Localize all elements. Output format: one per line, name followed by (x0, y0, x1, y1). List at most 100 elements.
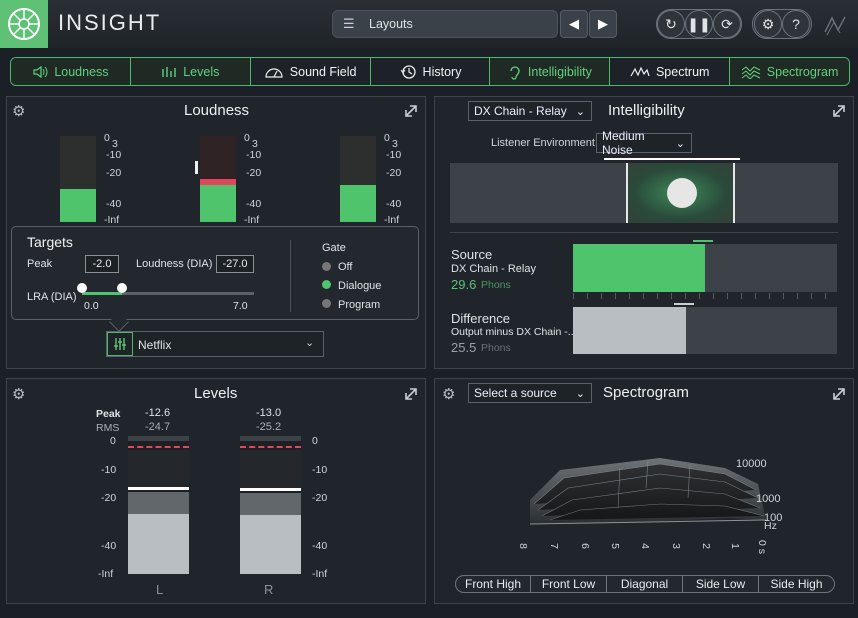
tab-levels[interactable]: Levels (130, 58, 251, 85)
reset-button[interactable]: ↻ (657, 10, 685, 38)
peak-target-input[interactable]: -2.0 (85, 255, 119, 273)
lra-max-handle[interactable] (117, 283, 127, 293)
layouts-label: Layouts (369, 17, 413, 31)
levels-title: Levels (194, 385, 238, 402)
spectrogram-gear-icon[interactable]: ⚙ (442, 386, 456, 403)
sliders-icon (114, 338, 126, 350)
sound-field-icon (265, 67, 283, 78)
view-side-high-button[interactable]: Side High (759, 575, 835, 593)
difference-value: 25.5 (451, 340, 477, 355)
lra-min-handle[interactable] (77, 283, 87, 293)
tab-spectrum[interactable]: Spectrum (610, 58, 731, 85)
loudness-target-input[interactable]: -27.0 (216, 255, 254, 273)
scale-label: 0 (110, 435, 116, 447)
difference-marker (674, 303, 694, 305)
left-rms-value: -24.7 (145, 421, 171, 433)
left-level-meter (128, 436, 189, 574)
intelligibility-position-dot (667, 178, 697, 208)
time-label: 2 (699, 543, 712, 549)
time-label: 0 s (756, 539, 769, 555)
scale-label: -Inf (384, 214, 400, 226)
tab-history[interactable]: History (370, 58, 491, 85)
reset-icon: ↻ (665, 15, 677, 32)
next-layout-button[interactable]: ▶ (589, 10, 617, 38)
gate-program-label: Program (338, 299, 381, 311)
scale-label: -Inf (244, 214, 260, 226)
loudness-meter-3-fill (340, 185, 376, 222)
module-tabs: Loudness Levels Sound Field History Inte… (10, 57, 850, 86)
listener-env-dropdown[interactable]: Medium Noise ⌄ (596, 129, 692, 157)
scale-label: -20 (106, 167, 122, 179)
gate-off-radio[interactable] (322, 262, 331, 271)
loudness-meter-2-peak (200, 179, 236, 185)
settings-button[interactable]: ⚙ (754, 10, 782, 38)
tab-sound-field[interactable]: Sound Field (250, 58, 371, 85)
left-channel-label: L (156, 582, 164, 597)
spectrum-icon (630, 66, 650, 76)
spectrogram-source-label: Select a source (474, 386, 557, 400)
question-icon: ? (792, 16, 800, 32)
intelligibility-expand-icon[interactable] (832, 104, 846, 118)
lra-max-value: 7.0 (233, 300, 248, 312)
loudness-gear-icon[interactable]: ⚙ (12, 103, 26, 120)
view-front-high-button[interactable]: Front High (455, 575, 531, 593)
loudness-meter-1-fill (60, 189, 96, 222)
layouts-dropdown[interactable]: ☰ Layouts (332, 10, 558, 38)
source-heading: Source (451, 247, 493, 262)
scale-label: -Inf (104, 214, 120, 226)
view-front-low-button[interactable]: Front Low (531, 575, 607, 593)
spectrogram-title: Spectrogram (603, 384, 689, 401)
scale-label: -20 (312, 492, 328, 504)
time-label: 8 (516, 543, 529, 549)
spectrogram-icon (741, 65, 761, 79)
scale-label: -Inf (312, 568, 328, 580)
difference-name: Output minus DX Chain -... (451, 326, 577, 338)
spectrogram-3d-view (529, 458, 767, 525)
time-label: 3 (669, 543, 682, 549)
preset-targets-button[interactable] (107, 332, 133, 356)
left-peak-value: -12.6 (145, 407, 171, 419)
gate-program-radio[interactable] (322, 299, 331, 308)
scale-label: -40 (246, 198, 262, 210)
scale-label: 3 (392, 138, 398, 150)
tab-spectrogram[interactable]: Spectrogram (730, 58, 849, 85)
list-icon: ☰ (343, 16, 355, 31)
source-ticks (573, 293, 837, 299)
levels-expand-icon[interactable] (404, 387, 418, 401)
pause-button[interactable]: ❚❚ (685, 10, 713, 38)
section-divider (450, 232, 838, 233)
lra-slider-track[interactable] (82, 292, 254, 295)
scale-label: 0 (244, 132, 250, 144)
sync-button[interactable]: ⟳ (713, 10, 741, 38)
prev-layout-button[interactable]: ◀ (560, 10, 588, 38)
freq-label: 100 (764, 512, 783, 524)
intelligibility-source-dropdown[interactable]: DX Chain - Relay ⌄ (468, 101, 592, 121)
spectrogram-source-dropdown[interactable]: Select a source ⌄ (468, 383, 592, 403)
scale-label: -40 (386, 198, 402, 210)
help-button[interactable]: ? (782, 10, 810, 38)
gate-dialogue-radio[interactable] (322, 280, 331, 289)
loudness-expand-icon[interactable] (404, 104, 418, 118)
intelligibility-source-label: DX Chain - Relay (474, 104, 567, 118)
tab-spectrogram-label: Spectrogram (766, 64, 839, 79)
right-rms-value: -25.2 (256, 421, 282, 433)
preset-dropdown[interactable] (106, 331, 324, 357)
gate-dialogue-label: Dialogue (338, 280, 382, 292)
view-diagonal-button[interactable]: Diagonal (607, 575, 683, 593)
right-channel-label: R (264, 582, 274, 597)
ear-icon (510, 65, 520, 80)
spectrogram-expand-icon[interactable] (832, 387, 846, 401)
scale-label: -40 (106, 198, 122, 210)
lra-label: LRA (DIA) (27, 291, 77, 303)
view-side-low-button[interactable]: Side Low (683, 575, 759, 593)
logo-swirl-icon (8, 8, 40, 40)
difference-bar-fill (573, 307, 686, 354)
source-value: 29.6 (451, 277, 477, 292)
levels-gear-icon[interactable]: ⚙ (12, 386, 26, 403)
tab-intelligibility[interactable]: Intelligibility (490, 58, 611, 85)
speaker-icon (33, 65, 48, 78)
chevron-down-icon: ⌄ (575, 387, 585, 400)
pause-icon: ❚❚ (687, 15, 711, 32)
tab-loudness[interactable]: Loudness (11, 58, 131, 85)
tab-spectrum-label: Spectrum (655, 64, 710, 79)
